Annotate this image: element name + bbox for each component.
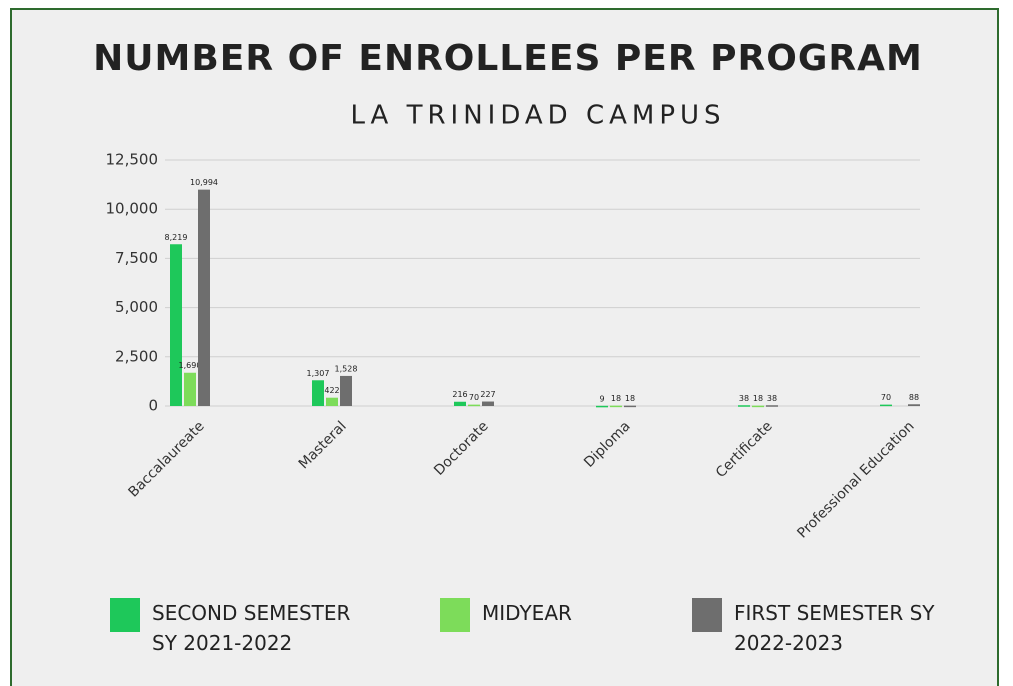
x-tick-label: Certificate (713, 418, 776, 481)
legend-swatch (440, 598, 470, 632)
x-tick-label: Masteral (296, 418, 350, 472)
bar (326, 397, 338, 406)
data-label: 422 (324, 386, 339, 395)
y-tick-label: 5,000 (115, 298, 158, 316)
x-tick-label: Professional Education (794, 418, 917, 541)
data-label: 18 (753, 394, 763, 403)
legend-item: SECOND SEMESTER SY 2021-2022 (110, 598, 357, 658)
y-tick-label: 7,500 (115, 249, 158, 267)
data-label: 70 (881, 393, 891, 402)
legend-swatch (110, 598, 140, 632)
legend-swatch (692, 598, 722, 632)
data-label: 18 (611, 394, 621, 403)
chart-subtitle: LA TRINIDAD CAMPUS (350, 101, 725, 131)
bar (610, 405, 622, 408)
bar (738, 405, 750, 407)
legend-label: FIRST SEMESTER SY 2022-2023 (734, 601, 935, 655)
bar (198, 189, 210, 406)
x-tick-label: Diploma (581, 418, 633, 470)
data-label: 1,690 (179, 361, 202, 370)
data-label: 8,219 (165, 233, 188, 242)
data-label: 9 (599, 394, 604, 403)
legend-item: MIDYEAR (440, 598, 602, 632)
x-tick-label: Doctorate (431, 418, 491, 478)
bar (170, 244, 182, 406)
data-label: 216 (452, 390, 467, 399)
bar (312, 380, 324, 406)
data-label: 70 (469, 393, 479, 402)
data-label: 38 (767, 394, 777, 403)
data-label: 227 (480, 390, 495, 399)
bar (880, 404, 892, 407)
legend-label: SECOND SEMESTER SY 2021-2022 (152, 601, 351, 655)
y-tick-label: 10,000 (106, 200, 159, 218)
bar (468, 404, 480, 407)
x-tick-label: Baccalaureate (125, 418, 207, 500)
chart-title: NUMBER OF ENROLLEES PER PROGRAM (93, 38, 923, 79)
data-label: 38 (739, 394, 749, 403)
data-label: 18 (625, 394, 635, 403)
bar (596, 405, 608, 408)
y-tick-label: 0 (148, 397, 158, 415)
y-tick-label: 12,500 (106, 151, 159, 169)
bar (454, 401, 466, 406)
bar (340, 375, 352, 406)
bar (766, 405, 778, 407)
y-tick-label: 2,500 (115, 347, 158, 365)
data-label: 1,528 (335, 364, 358, 373)
legend-label: MIDYEAR (482, 601, 572, 625)
bar (624, 405, 636, 408)
bar (908, 404, 920, 406)
legend-item: FIRST SEMESTER SY 2022-2023 (692, 598, 939, 658)
data-label: 1,307 (307, 369, 330, 378)
bar (482, 401, 494, 406)
data-label: 10,994 (190, 178, 218, 187)
bar (184, 372, 196, 406)
data-label: 88 (909, 393, 919, 402)
bar (752, 405, 764, 408)
